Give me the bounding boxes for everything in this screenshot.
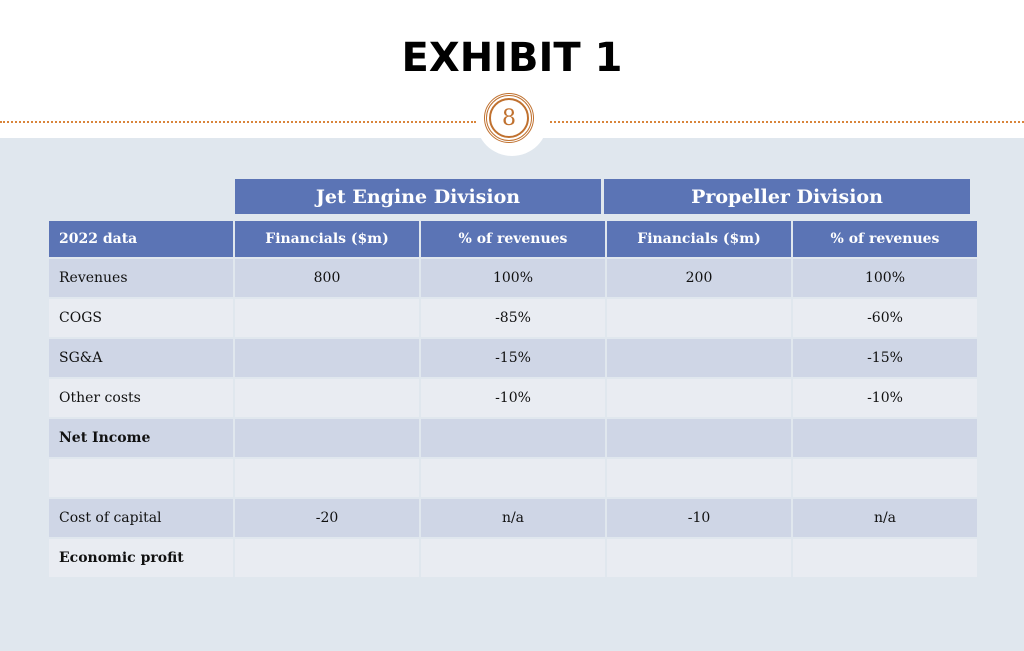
- table-cell: 200: [607, 259, 791, 297]
- column-header: % of revenues: [793, 221, 977, 257]
- table-cell: [793, 419, 977, 457]
- table-row: Cost of capital -20 n/a -10 n/a: [49, 499, 977, 537]
- table-row: Net Income: [49, 419, 977, 457]
- table-cell: -15%: [793, 339, 977, 377]
- row-label: Economic profit: [49, 539, 233, 577]
- table-cell: 100%: [793, 259, 977, 297]
- table-cell: -85%: [421, 299, 605, 337]
- table-cell: [235, 339, 419, 377]
- table-cell: [235, 299, 419, 337]
- table-cell: [421, 419, 605, 457]
- row-label: Other costs: [49, 379, 233, 417]
- table-cell: [607, 419, 791, 457]
- table-cell: [607, 299, 791, 337]
- table-row: Other costs -10% -10%: [49, 379, 977, 417]
- column-header: 2022 data: [49, 221, 233, 257]
- table-cell: -15%: [421, 339, 605, 377]
- table-cell: [421, 459, 605, 497]
- table-cell: [793, 459, 977, 497]
- propeller-division-header: Propeller Division: [604, 179, 970, 214]
- dotted-divider-left: [0, 121, 476, 123]
- table-cell: -10%: [421, 379, 605, 417]
- table-cell: [235, 379, 419, 417]
- table-cell: -10%: [793, 379, 977, 417]
- financials-table: 2022 data Financials ($m) % of revenues …: [47, 219, 979, 579]
- table-row: Revenues 800 100% 200 100%: [49, 259, 977, 297]
- page-number-badge: 8: [484, 93, 534, 143]
- table-row: SG&A -15% -15%: [49, 339, 977, 377]
- row-label: Net Income: [49, 419, 233, 457]
- table-cell: [235, 459, 419, 497]
- dotted-divider-right: [550, 121, 1024, 123]
- column-header: Financials ($m): [607, 221, 791, 257]
- table-row: Economic profit: [49, 539, 977, 577]
- table-cell: [607, 539, 791, 577]
- row-label: SG&A: [49, 339, 233, 377]
- table-cell: [793, 539, 977, 577]
- table-cell: -60%: [793, 299, 977, 337]
- table-cell: [421, 539, 605, 577]
- table-cell: [235, 419, 419, 457]
- exhibit-title: EXHIBIT 1: [401, 35, 623, 81]
- table-cell: n/a: [421, 499, 605, 537]
- column-header: % of revenues: [421, 221, 605, 257]
- row-label: Cost of capital: [49, 499, 233, 537]
- table-body: Revenues 800 100% 200 100% COGS -85% -60% SG&A -1…: [49, 259, 977, 577]
- table-header-row: 2022 data Financials ($m) % of revenues …: [49, 221, 977, 257]
- table-cell: [607, 459, 791, 497]
- table-cell: [235, 539, 419, 577]
- table-cell: -10: [607, 499, 791, 537]
- table-cell: 100%: [421, 259, 605, 297]
- table-cell: [607, 379, 791, 417]
- table-cell: -20: [235, 499, 419, 537]
- jet-engine-division-header: Jet Engine Division: [235, 179, 601, 214]
- row-label: Revenues: [49, 259, 233, 297]
- row-label: COGS: [49, 299, 233, 337]
- table-row: [49, 459, 977, 497]
- row-label: [49, 459, 233, 497]
- column-header: Financials ($m): [235, 221, 419, 257]
- table-cell: 800: [235, 259, 419, 297]
- table-cell: [607, 339, 791, 377]
- table-cell: n/a: [793, 499, 977, 537]
- page-number: 8: [489, 98, 529, 138]
- table-row: COGS -85% -60%: [49, 299, 977, 337]
